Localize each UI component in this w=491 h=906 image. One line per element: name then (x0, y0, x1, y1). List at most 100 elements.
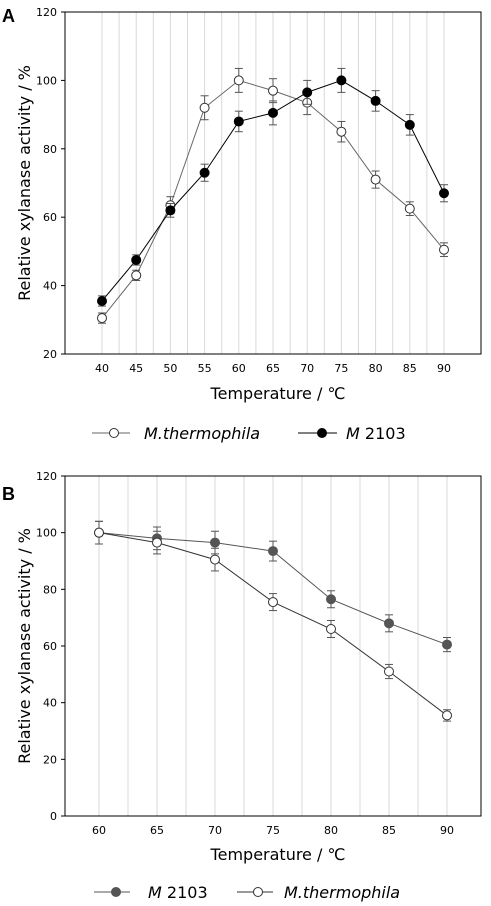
panel-b-y-tick-label: 40 (43, 697, 57, 710)
panel-a-series-1-point (131, 254, 142, 265)
panel-a-x-tick-label: 70 (300, 362, 314, 375)
panel-a-y-tick-label: 100 (36, 74, 57, 87)
panel-b-x-ticks: 60 65 70 75 80 85 90 (92, 824, 454, 837)
panel-a-x-tick-label: 65 (266, 362, 280, 375)
panel-b-series-1 (94, 520, 452, 722)
panel-b-series-1-point (384, 666, 394, 677)
panel-a-series-0 (97, 67, 449, 324)
panel-b-y-tick-label: 80 (43, 583, 57, 596)
panel-b-legend: M 2103 M.thermophila (94, 883, 400, 902)
panel-b-x-axis-title: Temperature / ℃ (210, 845, 346, 864)
panel-a-x-tick-label: 75 (334, 362, 348, 375)
panel-b-series-1-point (94, 527, 104, 538)
panel-a-x-tick-label: 40 (95, 362, 109, 375)
panel-a-x-tick-label: 45 (129, 362, 143, 375)
panel-a-series-0-point (233, 75, 244, 86)
panel-a-y-axis-title: Relative xylanase activity / % (15, 65, 34, 301)
panel-b-series-1-point (210, 554, 220, 565)
panel-b-x-tick-label: 65 (150, 824, 164, 837)
panel-a-series-1-point (268, 107, 278, 118)
panel-b-series-1-point (268, 597, 278, 608)
panel-b-y-tick-label: 20 (43, 753, 57, 766)
panel-a-series-1-point (404, 119, 415, 130)
panel-b-legend-label: M.thermophila (284, 883, 400, 902)
panel-a-legend-label: M 2103 (346, 424, 406, 443)
legend-label-italic-part: M (346, 424, 360, 443)
panel-b-x-tick-label: 75 (266, 824, 280, 837)
panel-a-series-1-point (165, 205, 176, 216)
panel-b-series-0-point (326, 594, 336, 605)
panel-a-series-0-point (268, 85, 278, 96)
panel-b-legend-label: M 2103 (148, 883, 208, 902)
panel-b-legend-marker (111, 887, 121, 897)
panel-a-legend-marker (317, 428, 327, 438)
panel-b-legend-marker (253, 887, 263, 897)
panel-b-series-1-point (326, 624, 336, 634)
legend-label-italic-part: M.thermophila (284, 883, 400, 902)
panel-b-y-tick-label: 100 (36, 527, 57, 540)
panel-a-series-0-point (404, 203, 415, 214)
panel-b-y-tick-label: 0 (50, 810, 57, 823)
panel-a-series-0-point (199, 102, 210, 113)
panel-b-letter: B (2, 484, 15, 504)
panel-a-series-0-point (131, 270, 142, 281)
panel-b-x-tick-label: 80 (324, 824, 338, 837)
panel-a-x-tick-label: 80 (369, 362, 383, 375)
panel-b-x-tick-label: 85 (382, 824, 396, 837)
panel-a-y-tick-label: 120 (36, 6, 57, 19)
panel-a-x-tick-label: 50 (163, 362, 177, 375)
panel-a-series-1-point (370, 95, 381, 106)
panel-a-x-tick-label: 90 (437, 362, 451, 375)
panel-a-legend: M.thermophila M 2103 (92, 424, 406, 443)
panel-a-x-tick-label: 55 (198, 362, 212, 375)
panel-b-x-tick-label: 60 (92, 824, 106, 837)
panel-b-x-tick-label: 70 (208, 824, 222, 837)
panel-a-legend-marker (109, 428, 119, 438)
panel-b-series-1-point (152, 537, 162, 548)
panel-a-x-tick-label: 85 (403, 362, 417, 375)
legend-label-italic-part: M (148, 883, 162, 902)
panel-b-y-ticks: 0 20 40 60 80 100 120 (36, 470, 65, 823)
panel-b-y-tick-label: 120 (36, 470, 57, 483)
panel-a-letter: A (2, 6, 15, 26)
legend-label-italic-part: M.thermophila (144, 424, 260, 443)
panel-b-y-tick-label: 60 (43, 640, 57, 653)
panel-a-y-tick-label: 80 (43, 143, 57, 156)
panel-a-series (97, 67, 449, 324)
panel-b-series (94, 520, 452, 722)
panel-a-series-1-point (97, 295, 107, 306)
panel-a-x-axis-title: Temperature / ℃ (210, 384, 346, 403)
panel-a-series-1-point (233, 116, 244, 127)
panel-a-y-tick-label: 20 (43, 348, 57, 361)
panel-a-grid (101, 12, 445, 354)
panel-a-y-ticks: 20 40 60 80 100 120 (36, 6, 65, 361)
panel-a-y-tick-label: 40 (43, 280, 57, 293)
panel-a-legend-label: M.thermophila (144, 424, 260, 443)
panel-a-y-tick-label: 60 (43, 211, 57, 224)
panel-a-plot-frame (64, 11, 482, 355)
panel-b-x-tick-label: 90 (440, 824, 454, 837)
panel-a-series-1-point (199, 167, 210, 178)
panel-b-grid (98, 476, 448, 816)
panel-b: B 0 20 40 60 80 100 120 60 65 70 75 80 85 90 Relativ… (2, 470, 482, 902)
legend-label-regular-part: 2103 (162, 883, 208, 902)
panel-a-x-tick-label: 60 (232, 362, 246, 375)
panel-b-series-0-point (268, 546, 278, 557)
panel-a-series-0-point (336, 126, 347, 137)
panel-a-series-0-point (370, 174, 381, 185)
panel-a-series-1-point (302, 87, 313, 98)
panel-b-series-0-point (210, 537, 220, 548)
panel-a-series-1-point (439, 188, 449, 199)
panel-a-series-1-point (336, 75, 347, 86)
panel-a-series-0-point (97, 313, 107, 324)
panel-a-series-0-point (439, 244, 449, 255)
panel-b-y-axis-title: Relative xylanase activity / % (15, 528, 34, 764)
panel-b-series-0-point (442, 639, 452, 650)
panel-b-series-1-point (442, 710, 452, 721)
panel-b-series-0-point (384, 618, 394, 629)
panel-a-series-1 (97, 67, 449, 307)
panel-a-x-ticks: 40 45 50 55 60 65 70 75 80 85 90 (95, 362, 451, 375)
legend-label-regular-part: 2103 (360, 424, 406, 443)
